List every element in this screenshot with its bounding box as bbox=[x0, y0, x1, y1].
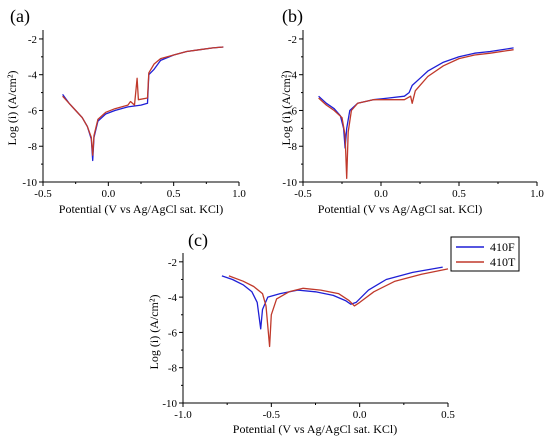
legend-label-410F: 410F bbox=[490, 240, 515, 254]
legend-box bbox=[450, 236, 520, 272]
y-tick-label-b: -6 bbox=[288, 105, 298, 117]
x-tick-label-b: 0.5 bbox=[452, 188, 466, 200]
x-tick-label-c: 0.5 bbox=[441, 409, 455, 421]
xlabel-b: Potential (V vs Ag/AgCl sat. KCl) bbox=[318, 202, 482, 216]
x-tick-label-a: 0.0 bbox=[101, 188, 115, 200]
x-tick-label-a: 0.5 bbox=[167, 188, 181, 200]
panel-label-c: (c) bbox=[188, 230, 208, 251]
series-410F-b bbox=[318, 47, 514, 149]
y-tick-label-c: -2 bbox=[168, 257, 177, 269]
panel-label-b: (b) bbox=[282, 6, 303, 27]
y-tick-label-a: -10 bbox=[22, 177, 37, 189]
x-tick-label-b: -0.5 bbox=[294, 188, 312, 200]
x-tick-label-a: -0.5 bbox=[34, 188, 52, 200]
y-tick-label-a: -6 bbox=[28, 105, 38, 117]
panel-b: (b) Log (i) (A/cm²) Potential (V vs Ag/A… bbox=[279, 6, 544, 216]
y-tick-label-a: -2 bbox=[28, 34, 37, 46]
series-410T-c bbox=[228, 268, 449, 348]
x-tick-label-a: 1.0 bbox=[232, 188, 246, 200]
series-410F-a bbox=[62, 46, 224, 162]
ylabel-c: Log (i) (A/cm²) bbox=[147, 295, 161, 370]
x-tick-label-b: 1.0 bbox=[530, 188, 544, 200]
y-tick-label-c: -6 bbox=[168, 327, 178, 339]
xlabel-a: Potential (V vs Ag/AgCl sat. KCl) bbox=[59, 202, 223, 216]
y-tick-label-b: -4 bbox=[288, 70, 298, 82]
x-tick-label-b: 0.0 bbox=[374, 188, 388, 200]
series-410F-c bbox=[221, 266, 443, 330]
legend-label-410T: 410T bbox=[490, 255, 516, 269]
x-tick-label-c: -1.0 bbox=[174, 409, 192, 421]
y-tick-label-a: -8 bbox=[28, 141, 38, 153]
y-tick-label-c: -8 bbox=[168, 363, 178, 375]
y-tick-label-b: -8 bbox=[288, 141, 298, 153]
panel-a: (a) Log (i) (A/cm²) Potential (V vs Ag/A… bbox=[5, 6, 246, 216]
y-tick-label-b: -10 bbox=[282, 177, 297, 189]
x-tick-label-c: -0.5 bbox=[263, 409, 281, 421]
y-tick-label-b: -2 bbox=[288, 34, 297, 46]
panel-label-a: (a) bbox=[10, 6, 30, 27]
ylabel-a: Log (i) (A/cm²) bbox=[5, 71, 19, 146]
series-410T-a bbox=[62, 46, 224, 156]
x-tick-label-c: 0.0 bbox=[353, 409, 367, 421]
panel-c: (c) Log (i) (A/cm²) Potential (V vs Ag/A… bbox=[147, 230, 455, 436]
y-tick-label-a: -4 bbox=[28, 70, 38, 82]
series-410T-b bbox=[318, 49, 514, 180]
y-tick-label-c: -4 bbox=[168, 292, 178, 304]
xlabel-c: Potential (V vs Ag/AgCl sat. KCl) bbox=[233, 422, 397, 436]
legend: 410F 410T bbox=[450, 236, 520, 272]
ylabel-b: Log (i) (A/cm²) bbox=[279, 71, 293, 146]
y-tick-label-c: -10 bbox=[162, 398, 177, 410]
